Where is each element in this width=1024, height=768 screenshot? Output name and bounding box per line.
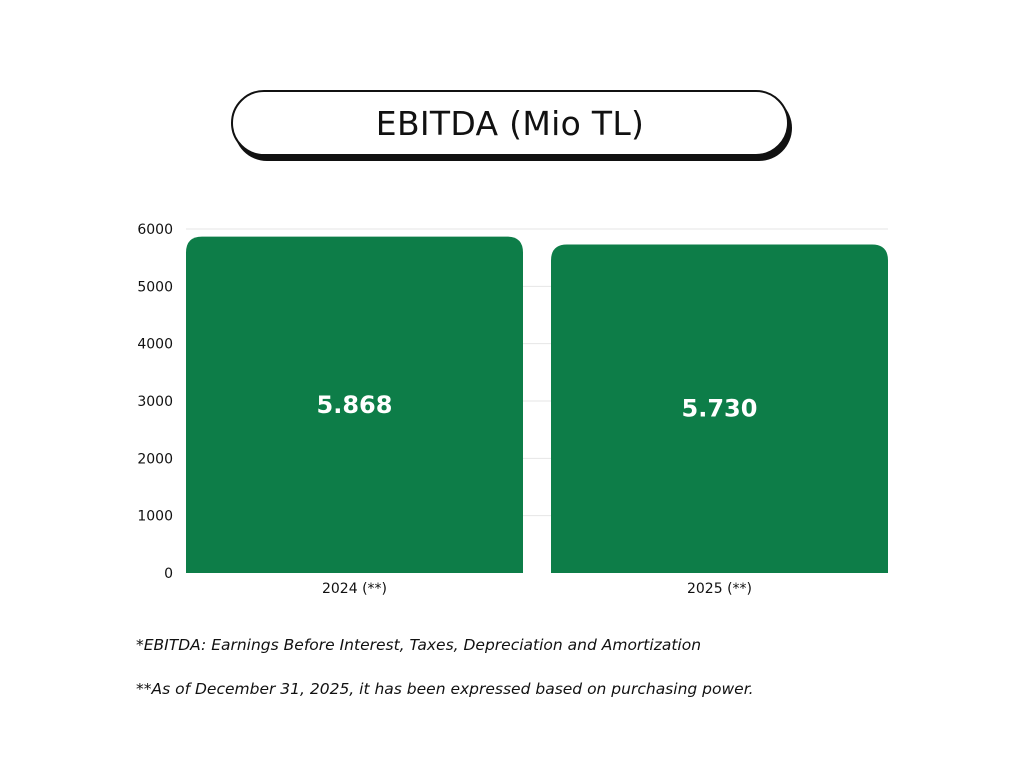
y-tick-label: 0 xyxy=(164,566,173,582)
x-tick-label: 2024 (**) xyxy=(322,581,387,597)
y-tick-label: 3000 xyxy=(137,394,173,410)
bar xyxy=(186,236,523,573)
footnote-ebitda-definition: *EBITDA: Earnings Before Interest, Taxes… xyxy=(136,636,702,654)
y-tick-label: 6000 xyxy=(137,222,173,238)
y-tick-label: 4000 xyxy=(137,337,173,353)
bar-data-label: 5.868 xyxy=(317,391,393,419)
bar-data-label: 5.730 xyxy=(682,395,758,423)
bar-chart: 0 1000 2000 3000 4000 5000 6000 5.868 2024 (**) 5… xyxy=(137,222,888,597)
bar xyxy=(551,244,888,574)
y-tick-label: 1000 xyxy=(137,509,173,525)
footnote-purchasing-power: **As of December 31, 2025, it has been e… xyxy=(136,680,754,698)
y-tick-label: 5000 xyxy=(137,279,173,295)
chart-title: EBITDA (Mio TL) xyxy=(375,103,645,143)
chart-title-pill: EBITDA (Mio TL) xyxy=(231,90,789,156)
x-tick-label: 2025 (**) xyxy=(687,581,752,597)
y-tick-label: 2000 xyxy=(137,451,173,467)
